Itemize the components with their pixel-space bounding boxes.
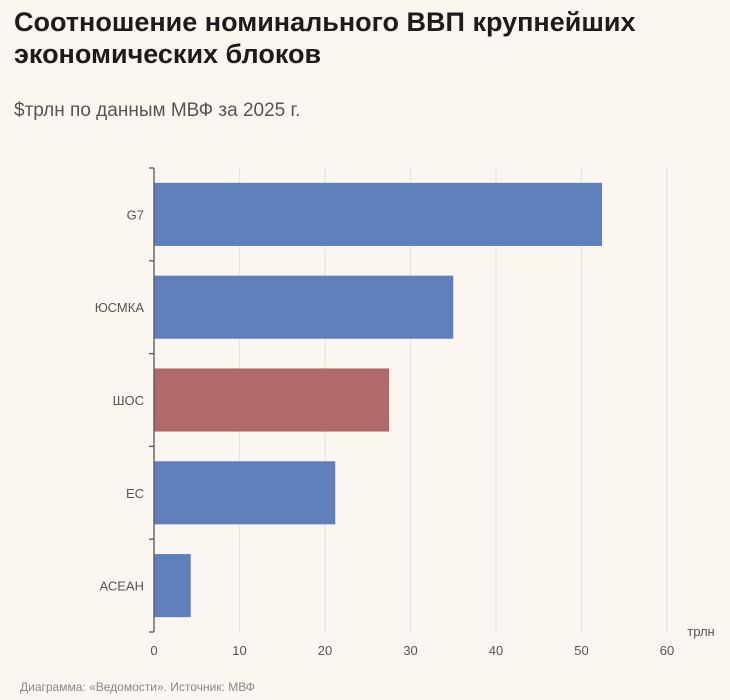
bar [154, 275, 454, 339]
bar [154, 368, 390, 432]
category-label: ШОС [113, 393, 144, 408]
x-tick-label: 30 [403, 643, 417, 658]
chart-subtitle: $трлн по данным МВФ за 2025 г. [14, 100, 301, 121]
x-tick-label: 10 [232, 643, 246, 658]
category-label: ЮСМКА [95, 300, 145, 315]
chart-title: Соотношение номинального ВВП крупнейших … [14, 7, 636, 69]
category-label: G7 [127, 207, 144, 222]
x-tick-label: 20 [318, 643, 332, 658]
x-tick-label: 50 [574, 643, 588, 658]
x-unit-label: трлн [687, 624, 715, 639]
axes [149, 167, 155, 633]
bar [154, 554, 191, 618]
source-note: Диаграмма: «Ведомости». Источник: МВФ [20, 680, 255, 694]
bar [154, 461, 336, 525]
x-tick-label: 0 [150, 643, 157, 658]
labels: 0 10 20 30 40 50 60 трлн G7 ЮСМКА ШОС ЕС АСЕАН [95, 207, 715, 658]
bars [154, 182, 603, 618]
bar [154, 182, 603, 246]
x-tick-label: 40 [489, 643, 503, 658]
category-label: АСЕАН [99, 579, 144, 594]
x-tick-label: 60 [660, 643, 674, 658]
category-label: ЕС [126, 486, 144, 501]
